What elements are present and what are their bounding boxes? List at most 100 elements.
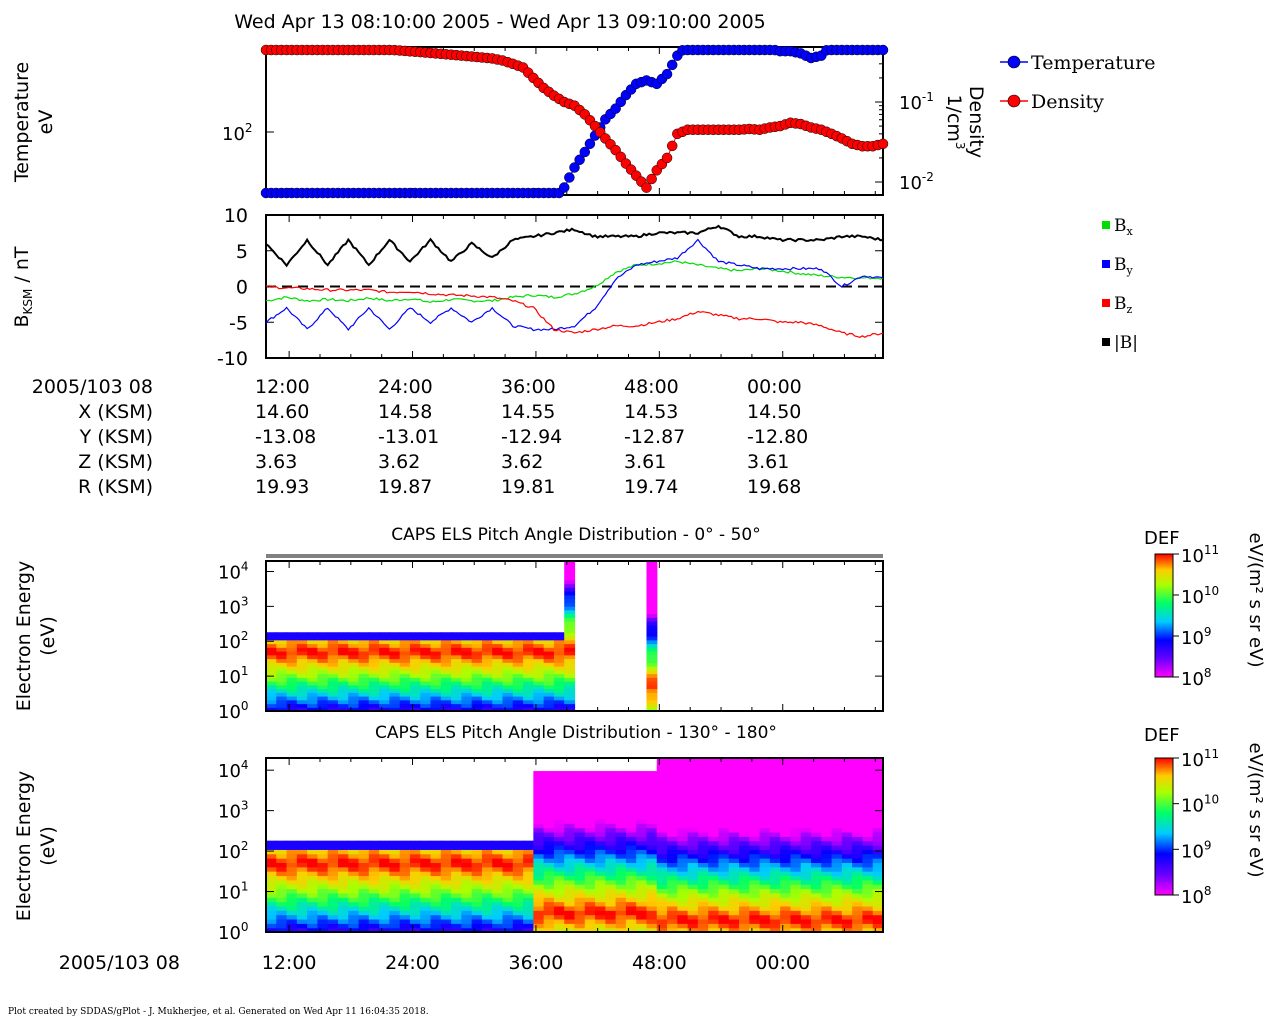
spec-cell <box>440 927 452 933</box>
spec-cell <box>708 805 720 811</box>
spec-cell <box>502 884 514 890</box>
spec-cell <box>831 797 843 803</box>
spec-cell <box>646 892 658 898</box>
spec-cell <box>708 927 720 933</box>
spec-cell <box>697 784 709 790</box>
spec-cell <box>533 771 545 776</box>
spec-cell <box>481 845 493 850</box>
spec-cell <box>523 888 534 894</box>
spec-cell <box>636 918 648 924</box>
spec-cell <box>327 632 339 637</box>
spec-cell <box>420 696 432 701</box>
spec-cell <box>800 831 812 837</box>
spec-cell <box>307 632 319 637</box>
spec-cell <box>605 814 617 820</box>
ephem-cell: 19.74 <box>624 476 678 498</box>
spec-cell <box>687 814 699 820</box>
spec-cell <box>790 910 802 916</box>
spec-cell <box>471 888 483 894</box>
spec-cell <box>697 905 709 911</box>
spec-cell <box>564 775 576 781</box>
spec-cell <box>307 688 319 693</box>
spec-cell <box>625 927 637 933</box>
spec-cell <box>584 879 596 885</box>
spec-cell <box>595 862 606 868</box>
spec-cell <box>327 636 339 641</box>
spec-cell <box>317 923 329 929</box>
spec-cell <box>337 901 349 907</box>
spec-cell <box>739 797 750 803</box>
spec-cell <box>358 654 370 660</box>
spec-cell <box>533 703 545 708</box>
spec-cell <box>687 840 699 846</box>
energy-tick-label-exp: 4 <box>241 758 249 772</box>
spec-cell <box>553 654 565 660</box>
spec-cell <box>831 849 843 855</box>
spec-cell <box>317 651 329 656</box>
ephem-row-label: R (KSM) <box>78 476 153 498</box>
spec-cell <box>543 669 555 675</box>
spec-cell <box>379 639 390 645</box>
spec-cell <box>708 792 720 798</box>
spec-cell <box>656 762 668 768</box>
spec-cell <box>780 771 792 776</box>
cbar-tick-label-base: 10 <box>1181 750 1204 771</box>
spec-cell <box>286 643 298 648</box>
spec-cell <box>852 849 864 855</box>
spec-cell <box>533 784 545 790</box>
spec-cell <box>492 684 504 690</box>
spec-cell <box>389 923 401 929</box>
cbar-tick-label: 1011 <box>1181 543 1219 567</box>
panel-temperature-density: Temperature eV 102 10-1 10-2 Density 1/c… <box>11 44 1155 199</box>
spec-cell <box>533 792 545 798</box>
spec-cell <box>759 879 771 885</box>
spec-cell <box>564 658 576 663</box>
spec-cell <box>276 862 288 868</box>
spec-cell <box>399 669 411 675</box>
spec-cell <box>831 918 843 924</box>
spec-cell <box>728 858 740 863</box>
spec-cell <box>543 840 555 846</box>
spec-cell <box>266 707 277 712</box>
spec-cell <box>389 918 401 924</box>
spec-cell <box>677 897 689 903</box>
spec-cell <box>276 914 288 920</box>
spec-cell <box>667 831 678 837</box>
spec-cell <box>502 862 514 868</box>
spec-cell <box>440 703 452 708</box>
spec-cell <box>379 688 390 693</box>
spec-cell <box>512 662 524 667</box>
spec-cell <box>759 901 771 907</box>
spec-cell <box>553 923 565 929</box>
spec-cell <box>512 875 524 881</box>
spec-cell <box>451 858 462 863</box>
spec-cell <box>368 862 380 868</box>
spec-cell <box>687 827 699 833</box>
spec-cell <box>574 775 586 781</box>
spec-cell <box>872 905 884 911</box>
spec-cell <box>625 797 637 803</box>
spec-cell <box>543 805 555 811</box>
spec-cell <box>358 666 370 671</box>
spec-cell <box>379 673 390 678</box>
spec-cell <box>399 866 411 872</box>
ephem-cell: 14.60 <box>255 401 309 423</box>
spec-cell <box>697 892 709 898</box>
spec-cell <box>523 681 534 686</box>
spec-cell <box>831 879 843 885</box>
spec-cell <box>584 862 596 868</box>
spec-cell <box>811 905 822 911</box>
spec-cell <box>780 914 792 920</box>
spec-cell <box>749 849 761 855</box>
spec-cell <box>564 624 576 630</box>
spec-cell <box>553 901 565 907</box>
spec-cell <box>286 696 298 701</box>
spec-cell <box>667 805 678 811</box>
spec-cell <box>564 576 576 581</box>
spec-cell <box>831 905 843 911</box>
spec-cell <box>409 673 421 678</box>
spec-cell <box>800 858 812 863</box>
density-point <box>641 182 652 193</box>
